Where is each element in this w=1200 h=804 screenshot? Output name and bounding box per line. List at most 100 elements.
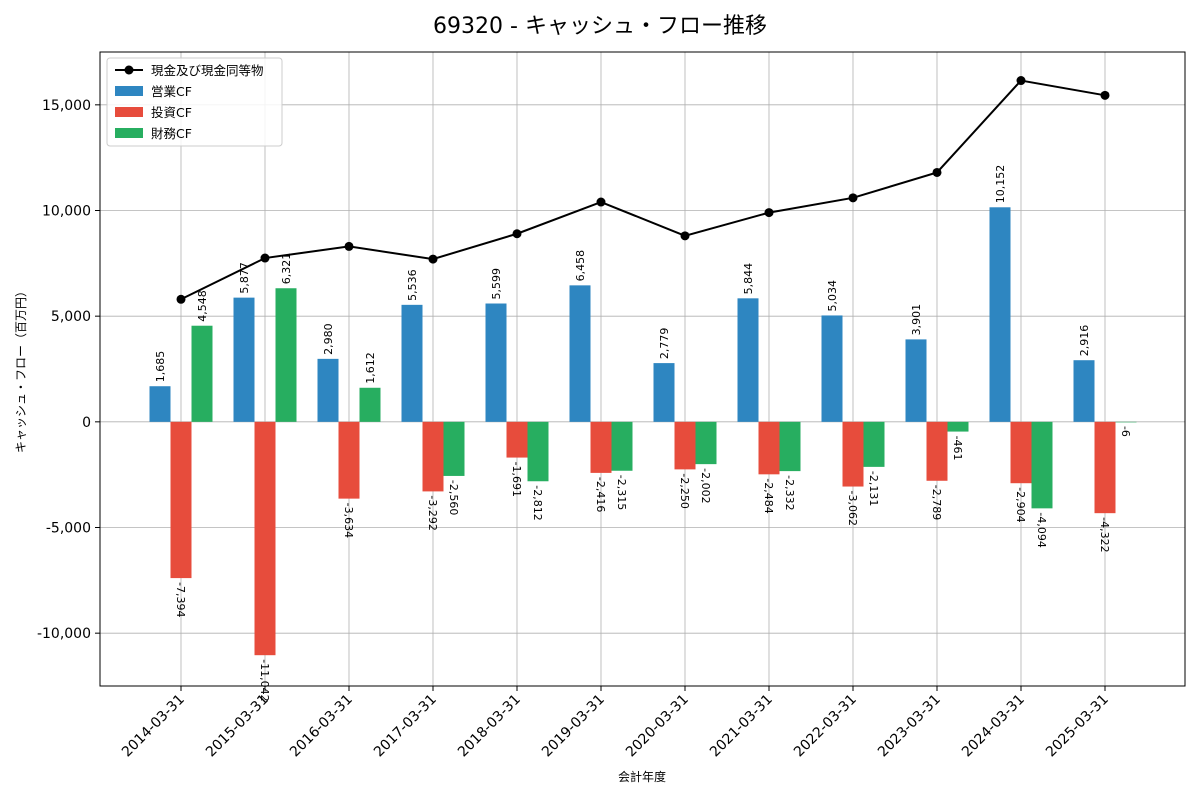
bar-operating <box>905 339 927 422</box>
bar-investing <box>590 421 612 473</box>
cash-line-point <box>176 294 186 304</box>
bar-value-label: 6,321 <box>280 253 293 285</box>
bar-financing <box>695 421 717 465</box>
bar-financing <box>1115 421 1137 423</box>
legend-entry: 財務CF <box>151 126 192 141</box>
bar-value-label: -2,789 <box>930 485 943 520</box>
x-tick-label: 2016-03-31 <box>287 692 356 761</box>
cash-line-point <box>512 229 522 239</box>
cash-line-point <box>680 231 690 241</box>
y-tick-label: 10,000 <box>42 204 91 220</box>
bar-investing <box>926 421 948 481</box>
bar-financing <box>275 288 297 422</box>
cash-line-point <box>932 167 942 177</box>
bar-value-label: -1,691 <box>510 462 523 497</box>
bar-value-label: 2,980 <box>322 323 335 355</box>
x-tick-label: 2015-03-31 <box>203 692 272 761</box>
legend-bar-swatch <box>115 107 143 117</box>
bar-operating <box>653 363 675 422</box>
bar-investing <box>842 421 864 487</box>
cash-line <box>176 76 1110 304</box>
bar-value-label: -7,394 <box>174 582 187 617</box>
y-tick-label: -10,000 <box>37 626 91 642</box>
cash-line-point <box>1016 76 1026 86</box>
bar-value-label: 5,877 <box>238 262 251 294</box>
bar-financing <box>611 421 633 471</box>
x-tick-label: 2025-03-31 <box>1043 692 1112 761</box>
legend-entry: 営業CF <box>151 84 192 99</box>
bar-value-label: -2,812 <box>531 485 544 520</box>
bar-investing <box>506 421 528 458</box>
bar-value-label: -3,062 <box>846 491 859 526</box>
cash-line-path <box>180 79 1106 301</box>
bar-operating <box>1073 360 1095 422</box>
bar-value-label: -2,002 <box>699 468 712 503</box>
x-tick-label: 2019-03-31 <box>539 692 608 761</box>
bar-value-label: 5,844 <box>742 263 755 295</box>
bar-financing <box>443 421 465 476</box>
bar-operating <box>821 315 843 422</box>
legend-entry: 投資CF <box>151 105 192 120</box>
bar-financing <box>947 421 969 432</box>
bar-value-label: -2,560 <box>447 480 460 515</box>
cash-line-point <box>764 208 774 218</box>
bar-investing <box>422 421 444 492</box>
plot-frame <box>99 51 1186 687</box>
bar-investing <box>170 421 192 579</box>
bar-financing <box>863 421 885 467</box>
bar-investing <box>674 421 696 470</box>
cash-line-point <box>344 241 354 251</box>
y-tick-label: 5,000 <box>51 309 91 325</box>
bar-value-label: 10,152 <box>994 165 1007 204</box>
chart-title: 69320 - キャッシュ・フロー推移 <box>433 14 767 39</box>
bar-value-label: -2,416 <box>594 477 607 512</box>
legend-bar-swatch <box>115 86 143 96</box>
legend-entry: 現金及び現金同等物 <box>151 63 264 78</box>
bar-operating <box>233 297 255 422</box>
x-tick-label: 2024-03-31 <box>959 692 1028 761</box>
x-tick-label: 2023-03-31 <box>875 692 944 761</box>
bar-value-label: 5,034 <box>826 280 839 312</box>
bar-value-label: -2,484 <box>762 478 775 513</box>
x-tick-label: 2018-03-31 <box>455 692 524 761</box>
bar-value-label: -4,094 <box>1035 512 1048 547</box>
bar-value-label: -3,292 <box>426 495 439 530</box>
bar-value-label: 5,536 <box>406 269 419 301</box>
x-tick-label: 2020-03-31 <box>623 692 692 761</box>
bar-value-label: -11,042 <box>258 659 271 701</box>
x-tick-label: 2022-03-31 <box>791 692 860 761</box>
x-tick-label: 2017-03-31 <box>371 692 440 761</box>
bar-investing <box>1094 421 1116 514</box>
bar-operating <box>989 207 1011 422</box>
cash-line-point <box>260 253 270 263</box>
bar-value-label: 4,548 <box>196 290 209 322</box>
y-tick-label: 15,000 <box>42 98 91 114</box>
y-axis-label: キャッシュ・フロー（百万円） <box>14 285 28 453</box>
bar-value-label: -3,634 <box>342 503 355 538</box>
cash-line-point <box>848 193 858 203</box>
bar-value-label: -2,904 <box>1014 487 1027 522</box>
bar-operating <box>149 386 171 422</box>
legend-bar-swatch <box>115 128 143 138</box>
bars <box>149 207 1137 656</box>
bar-value-label: 6,458 <box>574 250 587 282</box>
cash-line-point <box>1100 90 1110 100</box>
bar-value-label: -2,315 <box>615 475 628 510</box>
bar-value-label: 1,612 <box>364 352 377 384</box>
bar-value-label: -2,250 <box>678 473 691 508</box>
bar-value-label: 5,599 <box>490 268 503 300</box>
bar-financing <box>527 421 549 482</box>
bar-operating <box>569 285 591 422</box>
bar-financing <box>779 421 801 472</box>
legend-marker <box>124 65 134 75</box>
bar-financing <box>359 387 381 422</box>
bar-labels: 1,685 5,877 2,980 5,536 5,599 6,458 2,779 5,844… <box>154 165 1132 702</box>
bar-operating <box>485 303 507 422</box>
bar-investing <box>254 421 276 656</box>
bar-financing <box>1031 421 1053 509</box>
x-tick-label: 2021-03-31 <box>707 692 776 761</box>
bar-value-label: -2,131 <box>867 471 880 506</box>
bar-investing <box>338 421 360 499</box>
